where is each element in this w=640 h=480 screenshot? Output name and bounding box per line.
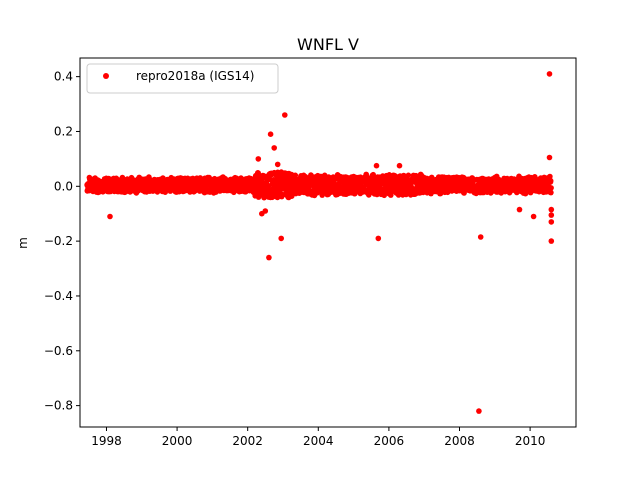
data-point xyxy=(278,235,285,242)
data-point xyxy=(547,173,553,180)
data-point xyxy=(255,156,262,162)
data-point xyxy=(267,131,274,137)
data-point xyxy=(476,408,482,414)
data-point xyxy=(548,212,555,218)
data-point xyxy=(530,213,537,220)
data-point xyxy=(259,210,265,217)
data-point xyxy=(396,162,403,169)
data-point xyxy=(107,213,113,220)
y-tick-label: 0.0 xyxy=(54,179,73,193)
data-point xyxy=(548,219,555,225)
y-axis-ticks: 0.4 0.2 0.0 −0.2 −0.4 −0.6 −0.8 xyxy=(44,70,80,413)
data-point xyxy=(548,238,555,244)
legend-marker xyxy=(103,73,109,79)
data-point xyxy=(477,234,484,240)
y-tick-label: 0.4 xyxy=(54,70,73,84)
legend: repro2018a (IGS14) xyxy=(86,63,279,94)
data-point xyxy=(282,112,288,118)
data-point xyxy=(546,71,553,77)
data-point xyxy=(548,206,555,213)
x-tick-label: 2006 xyxy=(374,434,405,448)
legend-box xyxy=(86,63,279,94)
y-axis-label: m xyxy=(16,237,30,249)
x-tick-label: 2002 xyxy=(232,434,263,448)
plot-frame xyxy=(79,57,577,428)
data-point xyxy=(373,162,380,169)
data-point xyxy=(548,185,554,191)
data-point xyxy=(274,161,281,168)
data-points xyxy=(84,71,555,414)
y-tick-label: −0.8 xyxy=(44,399,73,413)
data-point xyxy=(405,172,412,179)
data-point xyxy=(292,172,299,179)
data-point xyxy=(548,189,554,196)
y-tick-label: −0.4 xyxy=(44,289,73,303)
data-point xyxy=(547,178,554,184)
y-tick-label: −0.2 xyxy=(44,234,73,248)
data-point xyxy=(375,235,382,242)
data-point xyxy=(516,206,523,213)
data-point xyxy=(266,254,272,261)
y-tick-label: −0.6 xyxy=(44,344,73,358)
x-axis-ticks: 1998 2000 2002 2004 2006 2008 2010 xyxy=(91,427,545,448)
x-tick-label: 2000 xyxy=(162,434,193,448)
data-point xyxy=(271,145,278,151)
y-tick-label: 0.2 xyxy=(54,124,73,138)
data-point xyxy=(546,154,553,161)
legend-label: repro2018a (IGS14) xyxy=(136,69,254,83)
x-tick-label: 2004 xyxy=(303,434,334,448)
x-tick-label: 1998 xyxy=(91,434,122,448)
x-tick-label: 2010 xyxy=(515,434,546,448)
x-tick-label: 2008 xyxy=(444,434,475,448)
chart-title: WNFL V xyxy=(297,35,359,54)
